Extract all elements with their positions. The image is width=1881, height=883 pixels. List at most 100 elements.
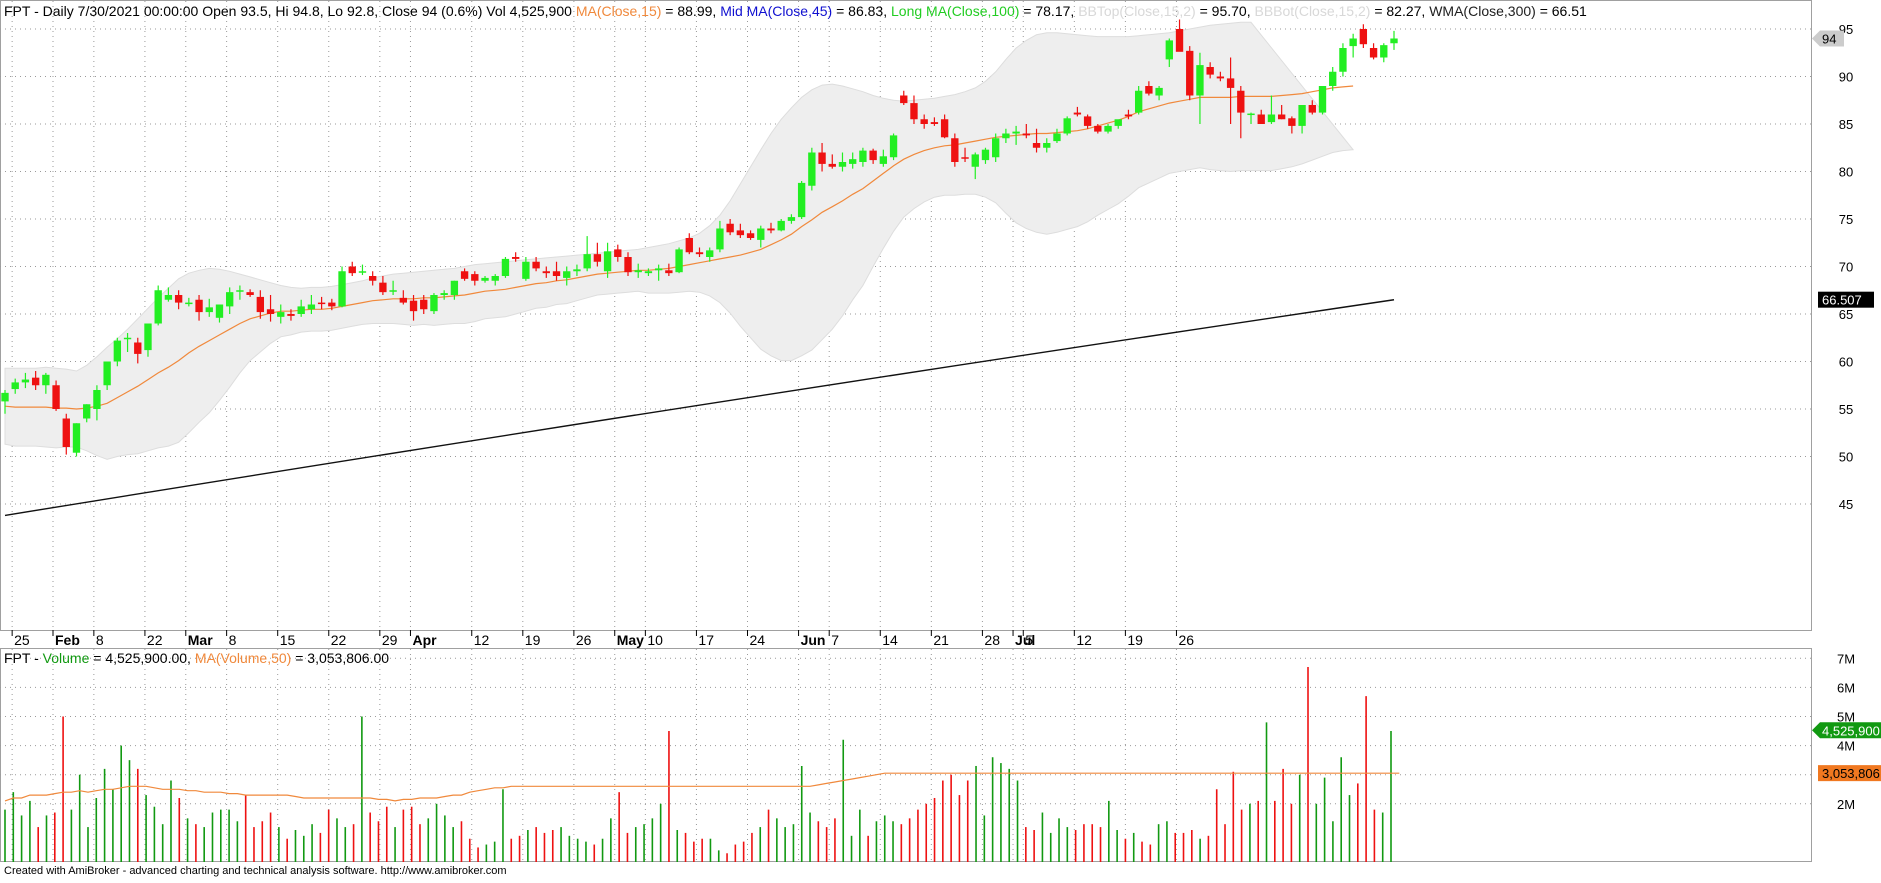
- wma-badge: 66.507: [1818, 291, 1874, 308]
- candle-body: [1012, 131, 1020, 134]
- ind-wma-label: WMA(Close,300): [1429, 3, 1536, 19]
- price-tick-label: 60: [1839, 355, 1853, 370]
- candle-body: [654, 268, 663, 271]
- date-tick-label: 10: [647, 632, 663, 648]
- price-tick-label: 75: [1839, 212, 1853, 227]
- candle-body: [93, 390, 101, 409]
- candle-body: [266, 309, 275, 314]
- candle-body: [685, 238, 693, 253]
- candle-body: [1053, 133, 1061, 142]
- candle: [338, 266, 346, 308]
- candle: [1043, 138, 1051, 153]
- candle-body: [992, 138, 1000, 158]
- candle-body: [542, 271, 550, 274]
- candle-body: [808, 152, 816, 186]
- candle-body: [379, 282, 387, 293]
- candle-body: [757, 228, 765, 240]
- candle: [21, 372, 30, 389]
- candle: [614, 244, 622, 262]
- price-tick-label: 80: [1839, 165, 1853, 180]
- date-tick-label: 17: [698, 632, 714, 648]
- candle-body: [1349, 38, 1357, 47]
- candle: [726, 219, 734, 236]
- candle: [797, 181, 806, 219]
- ind-mid-ma-label: Mid MA(Close,45): [720, 3, 832, 19]
- volume-tick-label: 2M: [1837, 797, 1855, 812]
- candle: [174, 290, 183, 310]
- candle-body: [1369, 48, 1378, 58]
- date-tick-label: Feb: [55, 632, 80, 648]
- candle: [215, 304, 224, 323]
- candle: [1308, 100, 1316, 115]
- candle-body: [113, 340, 122, 362]
- candle-body: [940, 119, 949, 138]
- candle: [1380, 43, 1388, 63]
- date-tick-label: 21: [933, 632, 949, 648]
- candle-body: [1226, 78, 1235, 88]
- candle-body: [563, 271, 571, 278]
- candle-body: [287, 314, 295, 316]
- ind-long-ma-label: Long MA(Close,100): [891, 3, 1019, 19]
- candle-body: [185, 302, 193, 305]
- candle-body: [62, 418, 70, 447]
- candle-body: [491, 276, 499, 281]
- candle-body: [389, 290, 397, 292]
- candle-body: [1257, 114, 1265, 124]
- candle: [348, 261, 356, 276]
- candle: [185, 297, 193, 307]
- candle-body: [1216, 76, 1225, 79]
- candle-body: [879, 156, 888, 164]
- date-tick-label: 26: [1178, 632, 1194, 648]
- candle-body: [818, 152, 826, 164]
- candle: [593, 242, 602, 267]
- candle-body: [430, 295, 438, 312]
- candle: [134, 337, 142, 364]
- date-tick-label: 29: [382, 632, 398, 648]
- candle-body: [307, 304, 316, 310]
- candle: [573, 264, 581, 276]
- candle: [164, 287, 173, 302]
- date-tick-label: Apr: [412, 632, 437, 648]
- candle: [1369, 43, 1378, 60]
- candle-body: [134, 342, 142, 354]
- date-tick-label: 26: [576, 632, 592, 648]
- candle: [287, 309, 295, 321]
- candle-body: [1175, 29, 1184, 52]
- candle: [31, 371, 40, 390]
- price-tick-label: 55: [1839, 402, 1853, 417]
- candle-body: [634, 270, 642, 273]
- volume-ma-line: [4, 772, 1400, 802]
- candle: [1114, 119, 1122, 129]
- candle-body: [1094, 125, 1102, 132]
- candle-body: [1043, 143, 1051, 148]
- candle-body: [1134, 90, 1143, 113]
- candle-body: [1206, 67, 1214, 75]
- candle-body: [21, 379, 30, 383]
- candle-body: [205, 307, 213, 313]
- candle-body: [31, 377, 40, 386]
- candle: [879, 149, 888, 167]
- candle: [1390, 30, 1398, 50]
- candle: [757, 225, 765, 248]
- value-badges: 94 66.507 4,525,900 3,053,806: [1812, 30, 1881, 782]
- candle: [889, 133, 898, 161]
- candle: [542, 266, 550, 278]
- candle: [1267, 95, 1276, 124]
- volume-ma-badge-text: 3,053,806: [1822, 766, 1880, 781]
- candle-body: [614, 249, 622, 257]
- candle-body: [501, 258, 510, 276]
- candle: [93, 385, 101, 421]
- candle: [1349, 33, 1357, 58]
- candle-body: [144, 323, 152, 351]
- volume-badge-text: 4,525,900: [1822, 723, 1880, 738]
- candle: [665, 263, 673, 276]
- volume-pane-frame: [0, 648, 1812, 862]
- candle-body: [1380, 45, 1388, 58]
- candle-body: [83, 404, 91, 419]
- date-tick-label: 14: [882, 632, 898, 648]
- candle: [1053, 128, 1061, 143]
- candle-body: [11, 382, 19, 390]
- candle-body: [1063, 118, 1071, 134]
- vol-header-val: = 4,525,900.00,: [89, 650, 194, 666]
